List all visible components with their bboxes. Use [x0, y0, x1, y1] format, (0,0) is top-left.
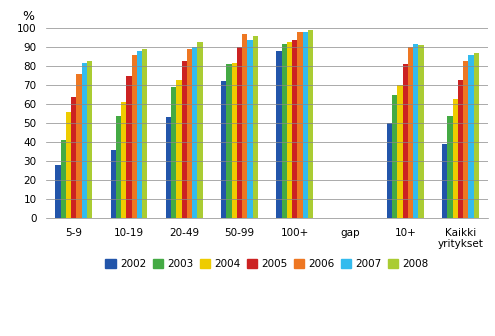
Bar — [232, 62, 237, 218]
Legend: 2002, 2003, 2004, 2005, 2006, 2007, 2008: 2002, 2003, 2004, 2005, 2006, 2007, 2008 — [101, 255, 433, 273]
Bar — [76, 74, 82, 218]
Bar — [82, 62, 87, 218]
Bar — [61, 140, 66, 218]
Bar — [66, 112, 71, 218]
Bar — [237, 47, 242, 218]
Bar — [452, 98, 458, 218]
Bar — [458, 80, 463, 218]
Bar — [126, 76, 132, 218]
Bar — [402, 65, 408, 218]
Bar — [442, 144, 447, 218]
Bar — [282, 44, 287, 218]
Bar — [71, 97, 76, 218]
Bar — [413, 44, 418, 218]
Bar — [418, 45, 424, 218]
Bar — [171, 87, 176, 218]
Bar — [187, 49, 192, 218]
Bar — [468, 55, 474, 218]
Bar — [87, 60, 92, 218]
Bar — [242, 34, 248, 218]
Bar — [387, 123, 392, 218]
Bar — [192, 47, 198, 218]
Bar — [221, 81, 226, 218]
Bar — [292, 40, 297, 218]
Bar — [176, 80, 182, 218]
Bar — [111, 150, 116, 218]
Bar — [55, 165, 61, 218]
Bar — [252, 36, 258, 218]
Bar — [198, 42, 202, 218]
Bar — [142, 49, 148, 218]
Bar — [474, 53, 479, 218]
Bar — [276, 51, 282, 218]
Bar — [182, 60, 187, 218]
Bar — [408, 47, 413, 218]
Bar — [302, 32, 308, 218]
Bar — [308, 30, 313, 218]
Bar — [116, 116, 121, 218]
Bar — [397, 85, 402, 218]
Bar — [463, 60, 468, 218]
Bar — [226, 65, 232, 218]
Bar — [287, 42, 292, 218]
Bar — [392, 95, 397, 218]
Bar — [132, 55, 137, 218]
Bar — [248, 40, 252, 218]
Bar — [447, 116, 452, 218]
Bar — [297, 32, 302, 218]
Bar — [121, 102, 126, 218]
Bar — [166, 118, 171, 218]
Y-axis label: %: % — [22, 10, 35, 23]
Bar — [137, 51, 142, 218]
